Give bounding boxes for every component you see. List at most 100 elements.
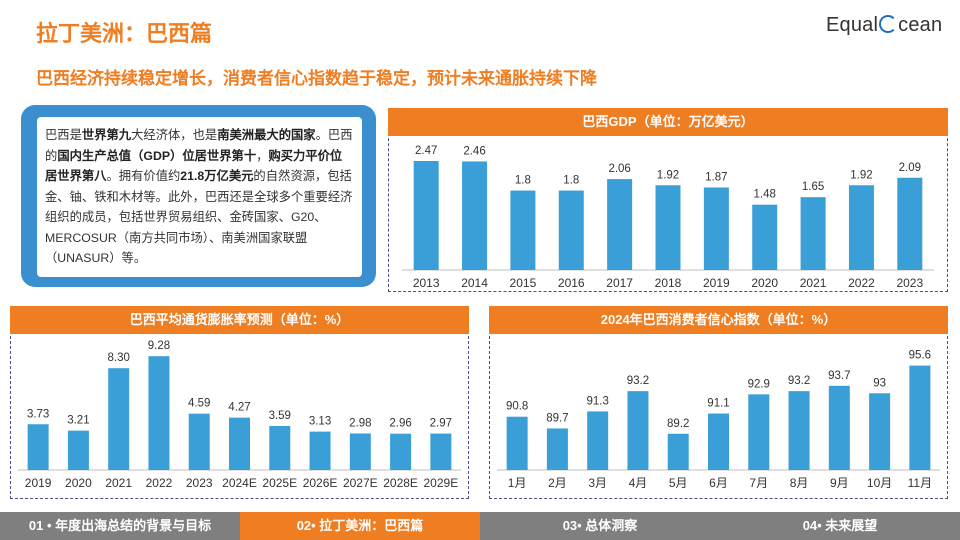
footer-tab-1[interactable]: 01 • 年度出海总结的背景与目标 (0, 512, 240, 540)
data-label: 90.8 (506, 401, 528, 413)
inflation-chart-title: 巴西平均通货膨胀率预测（单位：%） (10, 306, 469, 334)
description-segment: 大经济体，也是 (131, 128, 218, 142)
x-tick-label: 5月 (669, 476, 688, 490)
data-label: 4.59 (188, 398, 210, 410)
x-tick-label: 2016 (558, 276, 585, 290)
x-tick-label: 2029E (424, 476, 459, 490)
bar (708, 413, 729, 470)
bar (430, 433, 452, 470)
x-tick-label: 3月 (588, 476, 607, 490)
x-tick-label: 2013 (413, 276, 440, 290)
bar (309, 431, 331, 470)
data-label: 93.7 (828, 370, 850, 382)
bar (108, 368, 130, 470)
footer-tab-3[interactable]: 03• 总体洞察 (480, 512, 720, 540)
data-label: 2.09 (899, 162, 921, 174)
bar (655, 185, 681, 270)
x-tick-label: 2020 (65, 476, 92, 490)
data-label: 95.6 (909, 350, 931, 362)
bar (703, 187, 729, 270)
x-tick-label: 9月 (830, 476, 849, 490)
description-segment: 购买力平价位居世界第八 (45, 148, 343, 184)
data-label: 92.9 (748, 378, 770, 390)
data-label: 91.3 (586, 395, 608, 407)
data-label: 1.65 (802, 181, 824, 193)
description-segment: 21.8万亿美元 (180, 169, 254, 183)
x-tick-label: 2028E (383, 476, 418, 490)
x-tick-label: 2023 (186, 476, 213, 490)
data-label: 3.13 (309, 416, 331, 428)
data-label: 3.21 (67, 415, 89, 427)
bar (510, 190, 536, 270)
x-tick-label: 1月 (508, 476, 527, 490)
data-label: 93.2 (788, 375, 810, 387)
footer-tab-4[interactable]: 04• 未来展望 (720, 512, 960, 540)
description-segment: ， (256, 148, 269, 163)
gdp-chart-title: 巴西GDP（单位：万亿美元） (388, 108, 948, 136)
bar (506, 416, 528, 470)
bar (587, 411, 609, 470)
x-tick-label: 2024E (222, 476, 257, 490)
footer-tab-2[interactable]: 02• 拉丁美洲：巴西篇 (240, 512, 480, 540)
x-tick-label: 2019 (25, 476, 52, 490)
bar (869, 393, 891, 470)
data-label: 91.1 (707, 398, 729, 410)
x-tick-label: 2027E (343, 476, 378, 490)
description-segment: 。巴西的 (45, 128, 353, 163)
gdp-chart: 2.47 2013 2.46 2014 1.8 2015 1.8 2016 2.06 2017 1.… (402, 145, 934, 290)
bar (67, 430, 89, 470)
data-label: 2.97 (430, 418, 452, 430)
data-label: 8.30 (107, 352, 129, 364)
x-tick-label: 11月 (908, 476, 932, 490)
bar (546, 428, 568, 470)
data-label: 1.92 (850, 169, 872, 181)
data-label: 3.59 (269, 410, 291, 422)
data-label: 2.06 (608, 163, 630, 175)
x-tick-label: 2021 (105, 476, 132, 490)
footer-nav: 01 • 年度出海总结的背景与目标 02• 拉丁美洲：巴西篇 03• 总体洞察 04•… (0, 512, 960, 540)
data-label: 1.8 (563, 175, 579, 187)
bar (848, 185, 874, 270)
description-segment: 南美洲最大的国家 (217, 128, 316, 142)
x-tick-label: 2020 (751, 276, 778, 290)
bar (390, 433, 412, 470)
data-label: 2.98 (349, 417, 371, 429)
data-label: 1.92 (657, 169, 679, 181)
bar (349, 433, 371, 470)
bar (188, 413, 210, 470)
x-tick-label: 2021 (800, 276, 827, 290)
data-label: 93 (873, 377, 886, 389)
x-tick-label: 2022 (848, 276, 875, 290)
bar (558, 190, 584, 270)
inflation-chart: 3.73 2019 3.21 2020 8.30 2021 9.28 2022 4.59 2023… (18, 340, 461, 490)
description-segment: 世界第九 (81, 128, 132, 142)
description-segment: 的自然资源，包括金、铀、铁和木材等。此外，巴西还是全球多个重要经济组织的成员，包… (45, 169, 353, 265)
x-tick-label: 2018 (655, 276, 682, 290)
x-tick-label: 6月 (709, 476, 728, 490)
bar (413, 160, 439, 270)
x-tick-label: 2015 (510, 276, 537, 290)
bar (909, 365, 931, 470)
logo-text-left: Equal (826, 14, 879, 36)
description-segment: 。拥有价值约 (106, 169, 181, 183)
data-label: 1.87 (705, 171, 727, 183)
description-text: 巴西是世界第九大经济体，也是南美洲最大的国家。巴西的国内生产总值（GDP）位居世… (37, 117, 362, 277)
data-label: 4.27 (228, 402, 250, 414)
data-label: 2.96 (389, 418, 411, 430)
bar (269, 425, 291, 470)
x-tick-label: 4月 (629, 476, 648, 490)
page-subtitle: 巴西经济持续稳定增长，消费者信心指数趋于稳定，预计未来通胀持续下降 (36, 69, 597, 88)
description-segment: 国内生产总值（GDP）位居世界第十 (57, 148, 257, 163)
bar (667, 433, 689, 470)
x-tick-label: 2023 (896, 276, 923, 290)
logo-o-icon (879, 15, 898, 33)
data-label: 1.48 (754, 189, 776, 201)
data-label: 2.47 (415, 145, 437, 157)
bar (229, 417, 250, 470)
bar (627, 391, 649, 470)
x-tick-label: 8月 (790, 476, 809, 490)
bar (788, 391, 810, 470)
confidence-chart: 90.8 1月 89.7 2月 91.3 3月 93.2 4月 89.2 5月 91.1 6月 92.9… (497, 350, 940, 490)
x-tick-label: 2019 (703, 276, 730, 290)
x-tick-label: 2022 (146, 476, 173, 490)
